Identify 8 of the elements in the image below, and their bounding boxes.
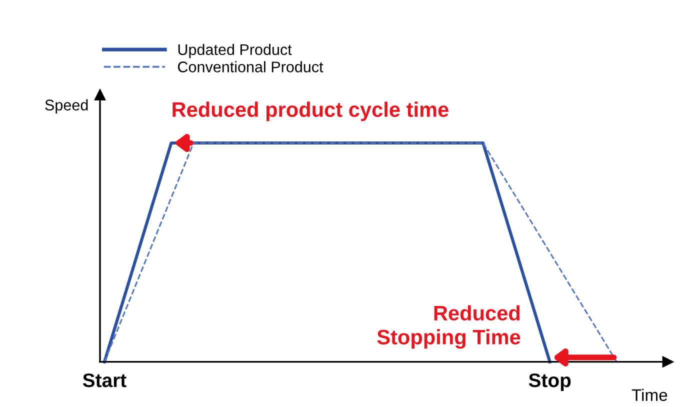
legend-label: Conventional Product <box>178 61 324 72</box>
legend-label: Updated Product <box>178 44 292 58</box>
x-axis-title: Time <box>632 388 668 402</box>
annotation: Reduced Stopping Time <box>377 305 520 349</box>
x-tick-label: Stop <box>528 373 571 392</box>
x-tick-label: Start <box>82 373 126 388</box>
y-axis-title: Speed <box>45 99 88 114</box>
text: Reduced product cycle time <box>172 102 448 122</box>
